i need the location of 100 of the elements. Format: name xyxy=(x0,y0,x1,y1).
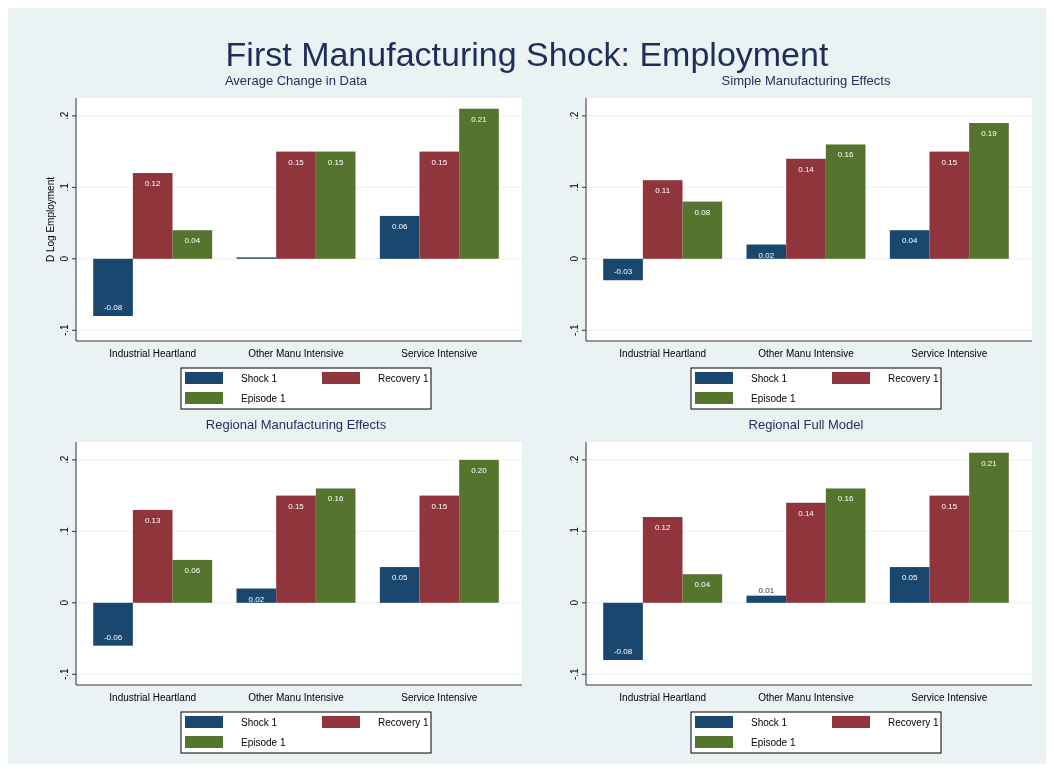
x-tick-label: Service Intensive xyxy=(401,348,478,359)
x-tick-label: Industrial Heartland xyxy=(619,692,707,703)
bar xyxy=(603,602,643,660)
x-tick-label: Service Intensive xyxy=(911,692,988,703)
bar xyxy=(419,151,460,259)
bar xyxy=(132,509,173,603)
x-tick-label: Other Manu Intensive xyxy=(758,692,855,703)
chart-title: Simple Manufacturing Effects xyxy=(721,73,891,88)
data-label: -0.06 xyxy=(103,632,123,642)
data-label: 0.02 xyxy=(248,594,265,604)
y-tick-label: -.1 xyxy=(59,324,70,337)
y-tick-label: .2 xyxy=(569,455,580,465)
data-label: 0.15 xyxy=(941,501,958,511)
bar xyxy=(682,574,723,603)
data-label: 0.16 xyxy=(837,150,854,160)
data-label: 0.02 xyxy=(758,250,775,260)
bar xyxy=(603,258,643,281)
y-tick-label: 0 xyxy=(569,255,580,262)
bar xyxy=(132,173,173,259)
legend-label: Episode 1 xyxy=(751,393,796,404)
data-label: 0.12 xyxy=(144,179,162,189)
y-axis-title: D Log Employment xyxy=(45,176,56,263)
y-tick-label: .1 xyxy=(569,526,580,536)
legend-label: Episode 1 xyxy=(241,737,286,748)
bar xyxy=(642,180,683,259)
chart-title: Average Change in Data xyxy=(224,73,368,88)
bar xyxy=(969,123,1009,259)
data-label: 0.21 xyxy=(471,114,488,124)
y-tick-label: -.1 xyxy=(569,668,580,681)
bar xyxy=(786,158,826,259)
bar xyxy=(93,602,133,646)
data-label: 0.01 xyxy=(758,585,775,595)
bar xyxy=(746,595,787,603)
bar xyxy=(929,151,970,259)
x-tick-label: Service Intensive xyxy=(401,692,478,703)
data-label: 0.05 xyxy=(901,573,918,583)
data-label: -0.08 xyxy=(103,302,123,312)
data-label: 0.15 xyxy=(288,157,305,167)
data-label: 0.16 xyxy=(327,494,344,504)
bar xyxy=(459,108,499,259)
bar xyxy=(825,488,866,603)
legend-label: Shock 1 xyxy=(241,717,278,728)
bar xyxy=(379,215,420,259)
data-label: -0.03 xyxy=(613,267,633,277)
data-label: 0.04 xyxy=(184,236,201,246)
data-label: 0.20 xyxy=(471,465,488,475)
bar xyxy=(276,151,316,259)
y-tick-label: .2 xyxy=(59,111,70,121)
legend-label: Shock 1 xyxy=(241,373,278,384)
bar xyxy=(786,502,826,603)
x-tick-label: Industrial Heartland xyxy=(109,348,197,359)
legend-label: Shock 1 xyxy=(751,373,788,384)
y-tick-label: .2 xyxy=(569,111,580,121)
data-label: 0.15 xyxy=(431,501,448,511)
data-label: 0.14 xyxy=(798,164,815,174)
bar xyxy=(419,495,460,603)
data-label: 0.15 xyxy=(288,501,305,511)
legend-label: Recovery 1 xyxy=(888,373,940,384)
bar xyxy=(172,230,213,259)
legend-label: Episode 1 xyxy=(751,737,796,748)
data-label: 0.05 xyxy=(391,573,408,583)
y-tick-label: 0 xyxy=(59,255,70,262)
bar xyxy=(93,258,133,316)
y-tick-label: 0 xyxy=(569,599,580,606)
data-label: 0.04 xyxy=(694,580,711,590)
data-label: 0.04 xyxy=(901,236,918,246)
bar xyxy=(315,151,356,259)
legend-label: Recovery 1 xyxy=(378,717,430,728)
text: First Manufacturing Shock: Employment xyxy=(225,35,829,73)
y-tick-label: -.1 xyxy=(569,324,580,337)
data-label: -0.08 xyxy=(613,646,633,656)
data-label: 0.06 xyxy=(391,221,408,231)
data-label: 0.13 xyxy=(144,515,162,525)
legend-label: Recovery 1 xyxy=(378,373,430,384)
x-tick-label: Other Manu Intensive xyxy=(248,692,345,703)
bar xyxy=(929,495,970,603)
legend-label: Shock 1 xyxy=(751,717,788,728)
legend-label: Recovery 1 xyxy=(888,717,940,728)
x-tick-label: Industrial Heartland xyxy=(109,692,197,703)
bar xyxy=(172,559,213,603)
bar xyxy=(889,230,930,259)
data-label: 0.06 xyxy=(184,565,201,575)
y-tick-label: .2 xyxy=(59,455,70,465)
x-tick-label: Other Manu Intensive xyxy=(758,348,855,359)
data-label: 0.15 xyxy=(941,157,958,167)
bar xyxy=(642,517,683,603)
bar xyxy=(889,567,930,603)
y-tick-label: 0 xyxy=(59,599,70,606)
y-tick-label: .1 xyxy=(59,526,70,536)
bar xyxy=(969,452,1009,603)
bar xyxy=(459,459,499,603)
y-tick-label: -.1 xyxy=(59,668,70,681)
chart-title: Regional Full Model xyxy=(748,417,864,432)
bar xyxy=(315,488,356,603)
data-label: 0.21 xyxy=(981,458,998,468)
x-tick-label: Service Intensive xyxy=(911,348,988,359)
bar xyxy=(276,495,316,603)
bar xyxy=(825,144,866,259)
bar xyxy=(379,567,420,603)
data-label: 0.16 xyxy=(837,494,854,504)
